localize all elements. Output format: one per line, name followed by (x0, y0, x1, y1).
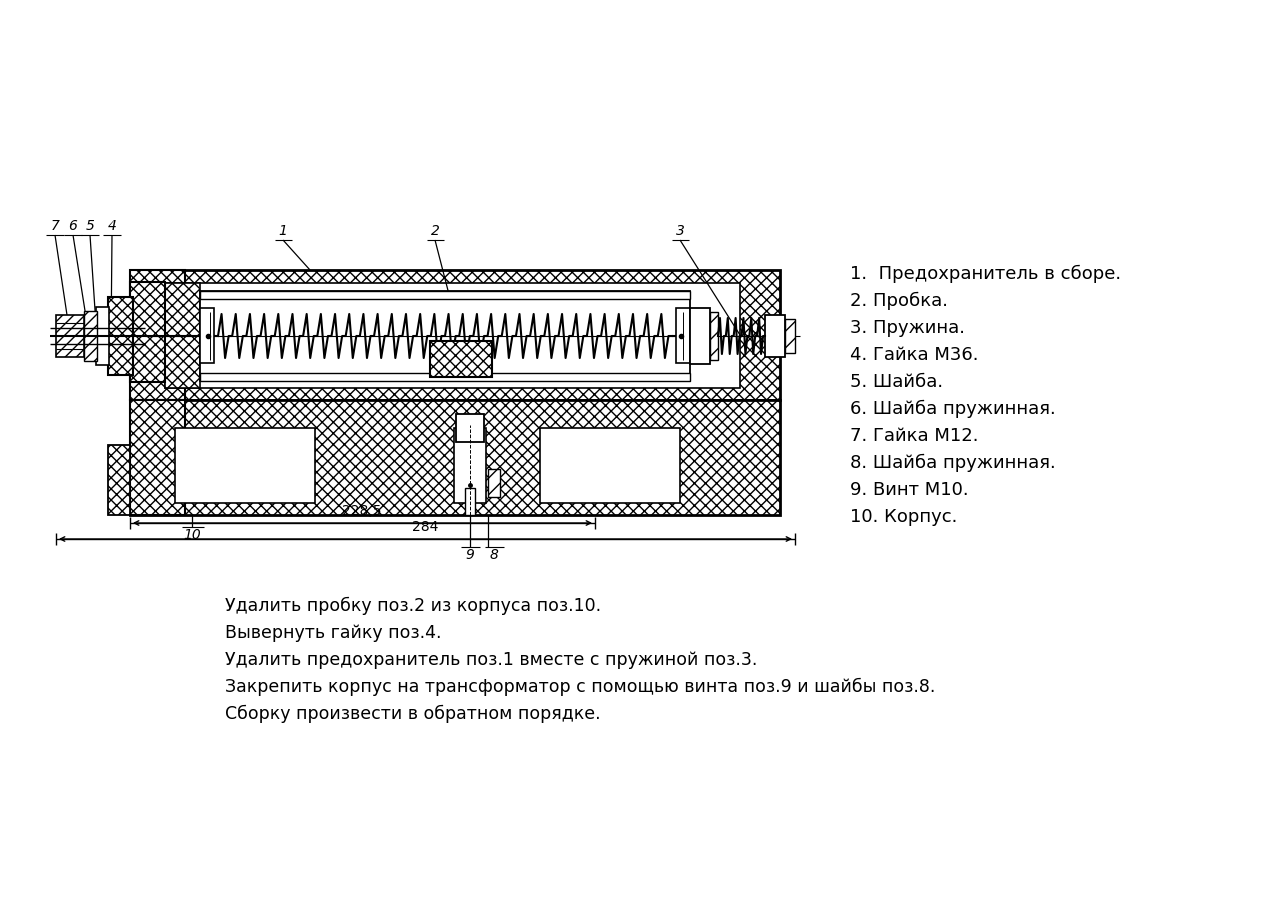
Text: 5. Шайба.: 5. Шайба. (850, 373, 943, 391)
Text: 4: 4 (108, 219, 116, 233)
Bar (765, 315, 785, 357)
Bar (200, 291, 690, 299)
Text: 10. Корпус.: 10. Корпус. (850, 508, 957, 526)
Text: 284: 284 (412, 520, 438, 534)
Bar (540, 428, 680, 503)
Bar (200, 308, 214, 363)
Text: 9. Винт М10.: 9. Винт М10. (850, 481, 969, 499)
Bar (710, 312, 718, 360)
Text: 6: 6 (69, 219, 77, 233)
Text: Удалить пробку поз.2 из корпуса поз.10.: Удалить пробку поз.2 из корпуса поз.10. (225, 597, 602, 615)
Text: 8: 8 (489, 548, 498, 562)
Bar (165, 283, 740, 388)
Bar (165, 283, 740, 388)
Bar (108, 297, 133, 375)
Text: 2. Пробка.: 2. Пробка. (850, 292, 948, 310)
Bar (456, 414, 484, 442)
Text: 10: 10 (183, 528, 201, 542)
Bar (131, 282, 165, 382)
Bar (454, 428, 486, 503)
Bar (488, 469, 500, 497)
Bar (200, 373, 690, 381)
Bar (200, 291, 690, 381)
Text: 6. Шайба пружинная.: 6. Шайба пружинная. (850, 400, 1056, 418)
Text: 8. Шайба пружинная.: 8. Шайба пружинная. (850, 454, 1056, 472)
Text: 5: 5 (86, 219, 95, 233)
Text: 7: 7 (51, 219, 59, 233)
Bar (84, 311, 97, 361)
Bar (175, 428, 315, 503)
Bar (131, 400, 186, 515)
Text: 1.  Предохранитель в сборе.: 1. Предохранитель в сборе. (850, 265, 1121, 283)
Bar (131, 400, 780, 515)
Text: 4. Гайка М36.: 4. Гайка М36. (850, 346, 978, 364)
Text: 7. Гайка М12.: 7. Гайка М12. (850, 427, 978, 445)
Text: 3: 3 (676, 224, 685, 238)
Bar (165, 283, 200, 388)
Bar (131, 270, 186, 400)
Bar (430, 341, 492, 377)
Text: Вывернуть гайку поз.4.: Вывернуть гайку поз.4. (225, 624, 442, 642)
Text: Удалить предохранитель поз.1 вместе с пружиной поз.3.: Удалить предохранитель поз.1 вместе с пр… (225, 651, 758, 669)
Text: 9: 9 (466, 548, 475, 562)
Text: 1: 1 (279, 224, 288, 238)
Bar (96, 307, 109, 365)
Text: Закрепить корпус на трансформатор с помощью винта поз.9 и шайбы поз.8.: Закрепить корпус на трансформатор с помо… (225, 678, 936, 696)
Text: Сборку произвести в обратном порядке.: Сборку произвести в обратном порядке. (225, 705, 600, 723)
Text: 3. Пружина.: 3. Пружина. (850, 319, 965, 337)
Bar (56, 315, 84, 357)
Text: 228,5: 228,5 (342, 504, 381, 518)
Bar (131, 270, 780, 400)
Bar (676, 308, 690, 363)
Bar (785, 319, 795, 353)
Bar (690, 308, 710, 364)
Text: 2: 2 (430, 224, 439, 238)
Bar (108, 445, 131, 515)
Bar (465, 488, 475, 515)
